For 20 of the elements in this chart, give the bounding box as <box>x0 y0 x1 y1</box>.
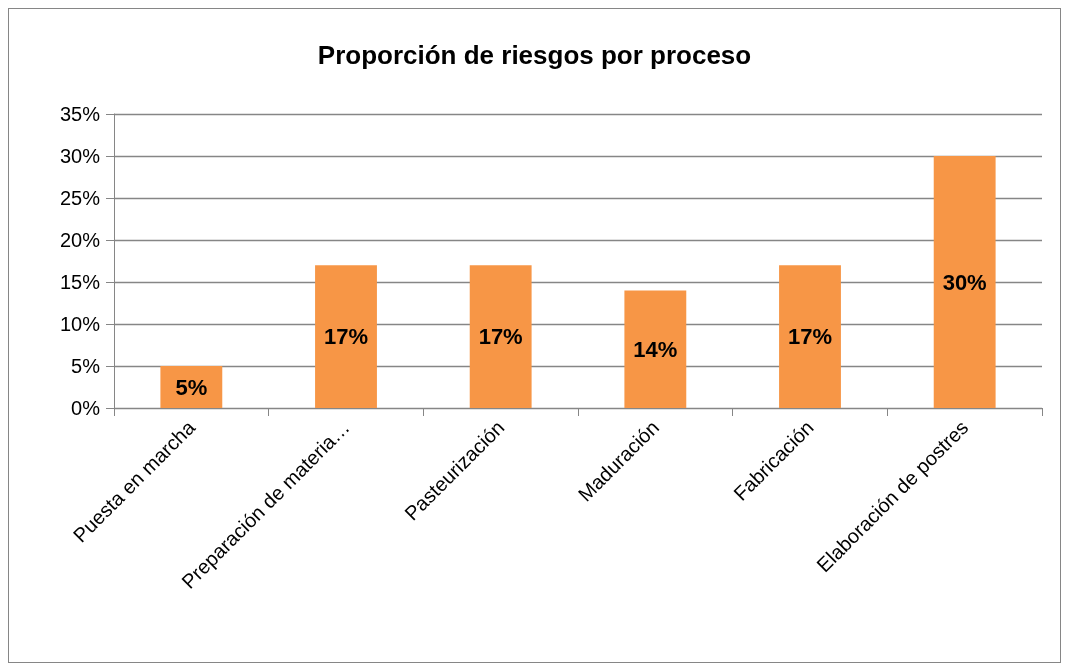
data-label: 17% <box>323 324 369 350</box>
data-label: 17% <box>478 324 523 350</box>
bar <box>315 265 377 408</box>
bar <box>933 156 996 408</box>
data-label: 5% <box>175 374 208 400</box>
y-tick-label: 5% <box>71 355 101 377</box>
y-tick-label: 10% <box>59 313 101 335</box>
chart-title: Proporción de riesgos por proceso <box>317 40 752 70</box>
y-tick-label: 35% <box>59 103 101 125</box>
y-tick-label: 15% <box>59 271 101 293</box>
bar <box>469 265 532 408</box>
y-tick-label: 20% <box>59 229 101 251</box>
bar <box>624 290 687 408</box>
y-tick-label: 0% <box>71 397 101 419</box>
data-label: 17% <box>787 324 833 350</box>
bar <box>779 265 841 408</box>
data-label: 14% <box>633 336 678 362</box>
data-label: 30% <box>942 269 987 295</box>
y-tick-label: 25% <box>59 187 101 209</box>
y-tick-label: 30% <box>59 145 101 167</box>
